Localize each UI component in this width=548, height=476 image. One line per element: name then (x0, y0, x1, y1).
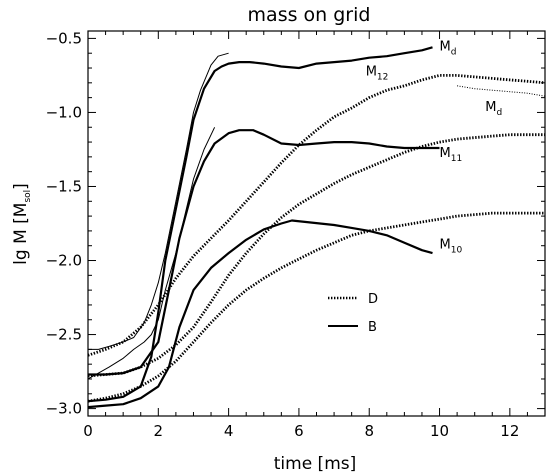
legend: D B (328, 292, 378, 335)
annotation-sub: 10 (451, 246, 463, 256)
y-axis-label-sub: sol (23, 190, 33, 203)
series-line-b-1 (88, 129, 440, 376)
series-annotation-2: Md (485, 100, 502, 118)
x-axis-label: time [ms] (274, 454, 357, 474)
annotation-sub: d (496, 108, 502, 118)
series-line-d-6 (88, 133, 545, 378)
y-tick-label: −3.0 (46, 400, 82, 418)
series-annotation-1: M12 (366, 64, 389, 82)
annotation-main: M (440, 238, 451, 253)
series-line-b-2 (88, 219, 433, 409)
series-annotation-4: M10 (440, 238, 463, 256)
x-tick-label: 8 (364, 422, 374, 440)
x-tick-label: 12 (500, 422, 519, 440)
series-annotation-3: M11 (440, 146, 463, 164)
annotation-main: M (440, 146, 451, 161)
x-tick-label: 2 (154, 422, 164, 440)
y-tick-label: −2.0 (46, 252, 82, 270)
x-tick-label: 10 (430, 422, 449, 440)
y-axis-label-close: ] (11, 183, 31, 190)
annotation-sub: 11 (451, 154, 462, 164)
x-tick-label: 4 (224, 422, 234, 440)
series-line-d-8 (457, 85, 545, 97)
annotation-main: M (366, 64, 377, 79)
series-line-d-5 (88, 74, 545, 357)
plot-series (88, 46, 545, 409)
series-line-b-4 (88, 127, 216, 380)
annotation-main: M (485, 100, 496, 115)
series-line-d-7 (88, 211, 545, 403)
y-axis-ticks: −3.0 −2.5 −2.0 −1.5 −1.0 −0.5 (46, 29, 545, 418)
y-tick-label: −1.0 (46, 103, 82, 121)
y-axis-label-main: lg M [M (11, 203, 31, 265)
legend-label-b: B (368, 320, 377, 335)
annotation-sub: 12 (377, 72, 388, 82)
series-annotation-0: Md (440, 39, 457, 57)
x-axis-ticks: 0 2 4 6 8 10 12 (83, 31, 546, 440)
x-tick-label: 0 (83, 422, 93, 440)
series-line-b-0 (88, 46, 433, 403)
chart-title: mass on grid (248, 4, 371, 26)
annotation-sub: d (451, 47, 457, 57)
y-tick-label: −1.5 (46, 177, 82, 195)
annotation-main: M (440, 39, 451, 54)
x-tick-label: 6 (294, 422, 304, 440)
y-tick-label: −0.5 (46, 29, 82, 47)
legend-label-d: D (368, 292, 378, 307)
y-tick-label: −2.5 (46, 326, 82, 344)
y-axis-label: lg M [Msol] (11, 183, 33, 265)
